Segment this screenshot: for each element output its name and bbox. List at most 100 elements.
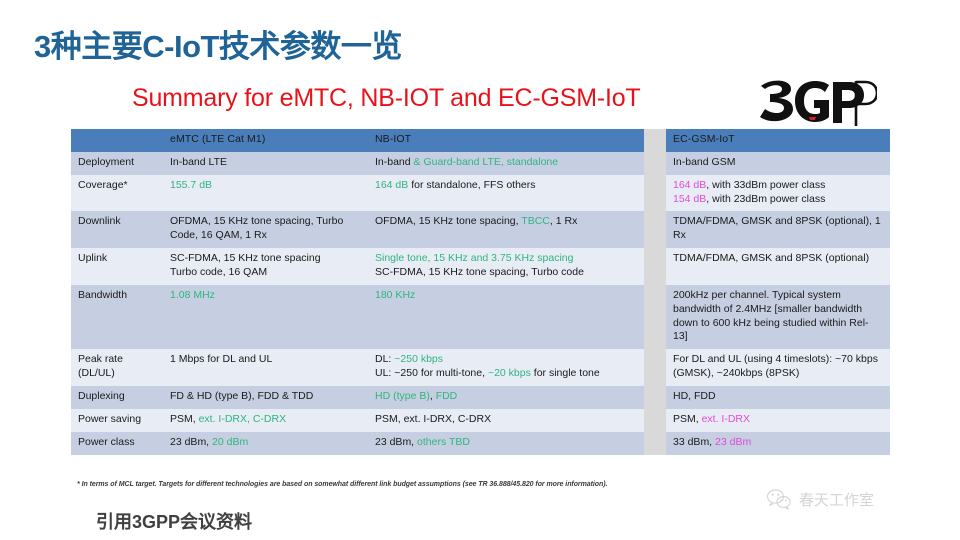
cell-text-run: 1 Mbps for DL and UL: [170, 353, 273, 366]
cell-ecgsm: PSM, ext. I-DRX: [666, 408, 890, 432]
watermark-text: 春天工作室: [799, 491, 875, 509]
column-header-parameter: [71, 129, 163, 152]
cell-emtc: PSM, ext. I-DRX, C-DRX: [163, 408, 368, 432]
cell-gap-spacer: [644, 431, 666, 455]
cell-text-run: , with 23dBm power class: [706, 192, 826, 205]
cell-text-run: others TBD: [417, 435, 470, 448]
cell-ecgsm: For DL and UL (using 4 timeslots): ~70 k…: [666, 349, 890, 387]
cell-nbiot: Single tone, 15 KHz and 3.75 KHz spacing…: [368, 248, 644, 285]
cell-text-run: 1.08 MHz: [170, 288, 215, 301]
cell-text-run: In-band GSM: [673, 155, 736, 168]
column-gap-spacer: [644, 129, 666, 152]
cell-text-run: In-band LTE: [170, 155, 228, 168]
cell-text-run: ~250 kbps: [394, 353, 444, 366]
cell-text-run: 155.7 dB: [170, 178, 213, 191]
cell-ecgsm: HD, FDD: [666, 386, 890, 409]
cell-gap-spacer: [644, 151, 666, 175]
cell-ecgsm: 164 dB, with 33dBm power class 154 dB, wi…: [666, 174, 890, 212]
cell-emtc: 1 Mbps for DL and UL: [163, 349, 368, 387]
cell-ecgsm: 200kHz per channel. Typical system bandw…: [666, 284, 890, 350]
cell-text-run: ext. I-DRX: [701, 412, 751, 425]
table-footnote: * In terms of MCL target. Targets for di…: [77, 481, 608, 488]
cell-text-run: , 1 Rx: [549, 215, 578, 228]
parameters-table: eMTC (LTE Cat M1) NB-IOT EC-GSM-IoT Depl…: [71, 129, 890, 455]
cell-ecgsm: TDMA/FDMA, GMSK and 8PSK (optional), 1 R…: [666, 211, 890, 249]
row-label: Downlink: [71, 211, 163, 249]
row-label: Coverage*: [71, 174, 163, 212]
table-header-row: eMTC (LTE Cat M1) NB-IOT EC-GSM-IoT: [71, 129, 890, 152]
cell-text-run: TBCC: [521, 215, 550, 228]
cell-text-run: TDMA/FDMA, GMSK and 8PSK (optional): [673, 252, 870, 265]
cell-text-run: FD & HD (type B), FDD & TDD: [170, 390, 314, 403]
table-row: Coverage* 155.7 dB 164 dB for standalone, …: [71, 174, 890, 212]
cell-emtc: 1.08 MHz: [163, 284, 368, 350]
table-row: Power class 23 dBm, 20 dBm 23 dBm, others …: [71, 431, 890, 455]
cell-text-run: 23 dBm,: [375, 435, 418, 448]
cell-text-run: HD, FDD: [673, 390, 716, 403]
cell-nbiot: DL: ~250 kbps UL: ~250 for multi-tone, ~2…: [368, 349, 644, 387]
row-label: Power saving: [71, 408, 163, 432]
slide-subtitle: Summary for eMTC, NB-IOT and EC-GSM-IoT: [132, 84, 641, 112]
cell-text-run: PSM,: [673, 412, 702, 425]
cell-gap-spacer: [644, 211, 666, 249]
row-label: Duplexing: [71, 386, 163, 409]
row-label: Power class: [71, 431, 163, 455]
cell-emtc: SC-FDMA, 15 KHz tone spacing Turbo code, …: [163, 248, 368, 285]
cell-ecgsm: TDMA/FDMA, GMSK and 8PSK (optional): [666, 248, 890, 285]
cell-text-run: & Guard-band LTE, standalone: [413, 155, 559, 168]
cell-text-run: HD (type B): [375, 390, 430, 403]
row-label: Deployment: [71, 151, 163, 175]
3gpp-logo-icon: [757, 76, 877, 130]
row-label: Bandwidth: [71, 284, 163, 350]
cell-text-run: ext. I-DRX, C-DRX: [198, 412, 287, 425]
cell-text-run: DL:: [375, 353, 395, 366]
cell-gap-spacer: [644, 174, 666, 212]
cell-text-run: PSM,: [170, 412, 199, 425]
cell-gap-spacer: [644, 284, 666, 350]
cell-emtc: OFDMA, 15 KHz tone spacing, Turbo Code, …: [163, 211, 368, 249]
cell-nbiot: OFDMA, 15 KHz tone spacing, TBCC, 1 Rx: [368, 211, 644, 249]
column-header-ecgsm: EC-GSM-IoT: [666, 129, 890, 152]
table-row: Deployment In-band LTE In-band & Guard-ban…: [71, 151, 890, 175]
cell-text-run: Turbo code, 16 QAM: [170, 266, 268, 279]
cell-gap-spacer: [644, 349, 666, 387]
cell-nbiot: 164 dB for standalone, FFS others: [368, 174, 644, 212]
source-caption: 引用3GPP会议资料: [96, 512, 253, 532]
cell-text-run: For DL and UL (using 4 timeslots): ~70 k…: [673, 353, 878, 380]
cell-text-run: 164 dB: [673, 178, 707, 191]
row-label: Uplink: [71, 248, 163, 285]
cell-nbiot: In-band & Guard-band LTE, standalone: [368, 151, 644, 175]
cell-text-run: 23 dBm: [715, 435, 752, 448]
column-header-nbiot: NB-IOT: [368, 129, 644, 152]
cell-emtc: 155.7 dB: [163, 174, 368, 212]
cell-ecgsm: In-band GSM: [666, 151, 890, 175]
cell-text-run: 180 KHz: [375, 288, 416, 301]
cell-text-run: ,: [429, 390, 436, 403]
cell-gap-spacer: [644, 408, 666, 432]
slide-title: 3种主要C-IoT技术参数一览: [34, 29, 402, 64]
cell-emtc: FD & HD (type B), FDD & TDD: [163, 386, 368, 409]
cell-nbiot: 23 dBm, others TBD: [368, 431, 644, 455]
table-row: Downlink OFDMA, 15 KHz tone spacing, Turb…: [71, 211, 890, 249]
cell-text-run: SC-FDMA, 15 KHz tone spacing, Turbo code: [375, 266, 584, 279]
cell-text-run: for standalone, FFS others: [408, 178, 536, 191]
parameters-table-container: eMTC (LTE Cat M1) NB-IOT EC-GSM-IoT Depl…: [71, 129, 890, 455]
cell-text-run: 154 dB: [673, 192, 707, 205]
cell-text-run: In-band: [375, 155, 414, 168]
cell-text-run: for single tone: [530, 367, 600, 380]
cell-gap-spacer: [644, 248, 666, 285]
table-row: Peak rate (DL/UL) 1 Mbps for DL and UL DL:…: [71, 349, 890, 387]
cell-ecgsm: 33 dBm, 23 dBm: [666, 431, 890, 455]
cell-text-run: 164 dB: [375, 178, 409, 191]
table-row: Duplexing FD & HD (type B), FDD & TDD HD (…: [71, 386, 890, 409]
cell-text-run: UL: ~250 for multi-tone,: [375, 367, 488, 380]
table-body: Deployment In-band LTE In-band & Guard-ban…: [71, 151, 890, 455]
cell-text-run: SC-FDMA, 15 KHz tone spacing: [170, 252, 321, 265]
cell-text-run: 200kHz per channel. Typical system bandw…: [673, 288, 869, 343]
cell-text-run: OFDMA, 15 KHz tone spacing, Turbo Code, …: [170, 215, 344, 242]
table-row: Bandwidth 1.08 MHz 180 KHz 200kHz per chann…: [71, 284, 890, 350]
cell-nbiot: PSM, ext. I-DRX, C-DRX: [368, 408, 644, 432]
column-header-emtc: eMTC (LTE Cat M1): [163, 129, 368, 152]
table-row: Power saving PSM, ext. I-DRX, C-DRX PSM, e…: [71, 408, 890, 432]
table-row: Uplink SC-FDMA, 15 KHz tone spacing Turbo …: [71, 248, 890, 285]
